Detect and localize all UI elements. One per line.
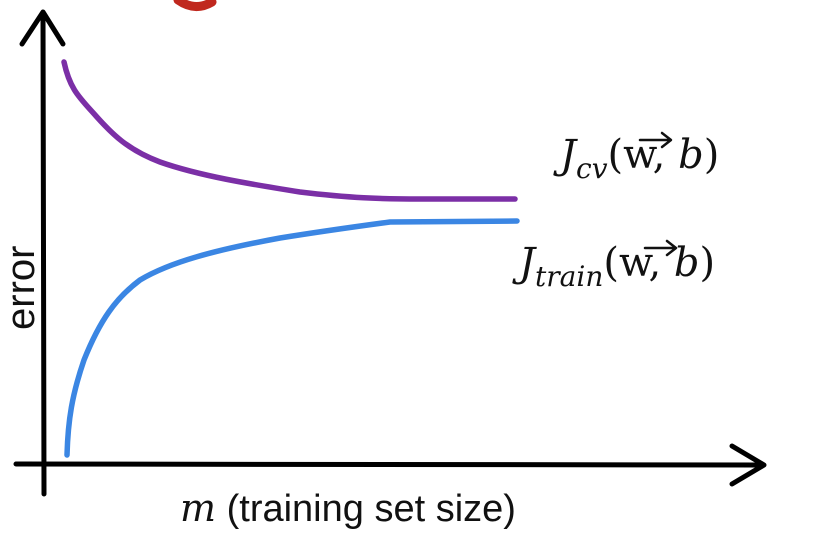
y-axis-label: error [0, 246, 43, 330]
train-vector-arrow-icon [643, 239, 678, 257]
x-axis [13, 443, 767, 487]
y-axis [19, 9, 66, 497]
train-label-close-paren: ) [700, 240, 716, 286]
train-curve-label: Jtrain(w, b) [512, 240, 715, 293]
cv-error-curve [61, 59, 518, 202]
cv-vector-arrow-icon [638, 131, 673, 149]
train-label-open-paren: ( [603, 240, 619, 286]
x-axis-label: m (training set size) [180, 486, 516, 530]
train-error-curve [64, 218, 520, 458]
train-label-j: J [512, 240, 537, 286]
cv-label-subscript: cv [576, 152, 608, 185]
x-axis-label-variable: m [180, 486, 216, 530]
train-label-subscript: train [535, 260, 603, 293]
top-partial-red-mark [173, 0, 217, 11]
cv-label-open-paren: ( [608, 132, 624, 178]
cv-label-close-paren: ) [704, 132, 720, 178]
cv-label-j: J [553, 132, 578, 178]
y-axis-arrowhead [19, 9, 66, 47]
train-label-b: b [674, 240, 700, 286]
y-axis-line [40, 11, 47, 497]
x-axis-label-text: (training set size) [216, 488, 516, 530]
x-axis-line [13, 461, 765, 468]
x-axis-arrowhead [729, 443, 767, 487]
cv-curve-label: Jcv(w, b) [553, 132, 719, 185]
cv-label-b: b [678, 132, 704, 178]
